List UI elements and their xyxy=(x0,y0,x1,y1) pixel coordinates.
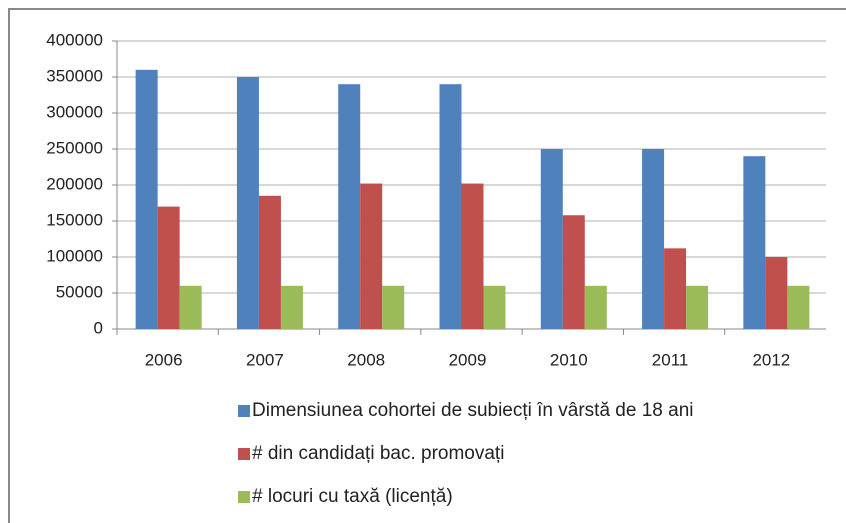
legend-label: # locuri cu taxă (licență) xyxy=(252,486,453,507)
x-tick-label: 2009 xyxy=(449,350,487,369)
y-tick-label: 50000 xyxy=(56,282,103,301)
bar xyxy=(179,285,202,329)
legend-label: # din candidați bac. promovați xyxy=(252,443,504,464)
x-tick-label: 2010 xyxy=(550,350,588,369)
bar xyxy=(360,183,383,329)
bar xyxy=(787,285,810,329)
bar xyxy=(258,195,281,329)
legend-label: Dimensiunea cohortei de subiecți în vârs… xyxy=(252,400,693,421)
x-tick-label: 2007 xyxy=(246,350,284,369)
bar xyxy=(135,69,158,330)
bar xyxy=(157,206,180,329)
bar xyxy=(765,257,788,329)
x-tick-label: 2008 xyxy=(347,350,385,369)
y-tick-label: 300000 xyxy=(46,102,103,121)
bar xyxy=(664,248,687,329)
x-tick-label: 2011 xyxy=(652,350,689,369)
legend-swatch xyxy=(238,405,250,417)
y-tick-label: 400000 xyxy=(46,30,103,49)
bar xyxy=(540,149,563,329)
legend: Dimensiunea cohortei de subiecți în vârs… xyxy=(238,400,693,507)
bar xyxy=(461,183,484,329)
bar xyxy=(642,149,665,329)
bar xyxy=(439,84,462,329)
x-tick-label: 2012 xyxy=(752,350,790,369)
legend-swatch xyxy=(238,491,250,503)
y-tick-label: 350000 xyxy=(46,66,103,85)
y-tick-label: 0 xyxy=(94,318,103,337)
bar xyxy=(382,285,405,329)
y-tick-label: 150000 xyxy=(46,210,103,229)
y-tick-label: 250000 xyxy=(46,138,103,157)
y-tick-label: 100000 xyxy=(46,246,103,265)
bar xyxy=(743,156,766,329)
bar xyxy=(584,285,607,329)
legend-swatch xyxy=(238,448,250,460)
bar xyxy=(338,84,361,329)
bar xyxy=(686,285,709,329)
x-tick-label: 2006 xyxy=(145,350,183,369)
bar xyxy=(483,285,506,329)
y-tick-label: 200000 xyxy=(46,174,103,193)
bar xyxy=(280,285,303,329)
bar xyxy=(562,215,585,329)
chart-frame xyxy=(8,8,846,523)
bar xyxy=(236,77,259,329)
